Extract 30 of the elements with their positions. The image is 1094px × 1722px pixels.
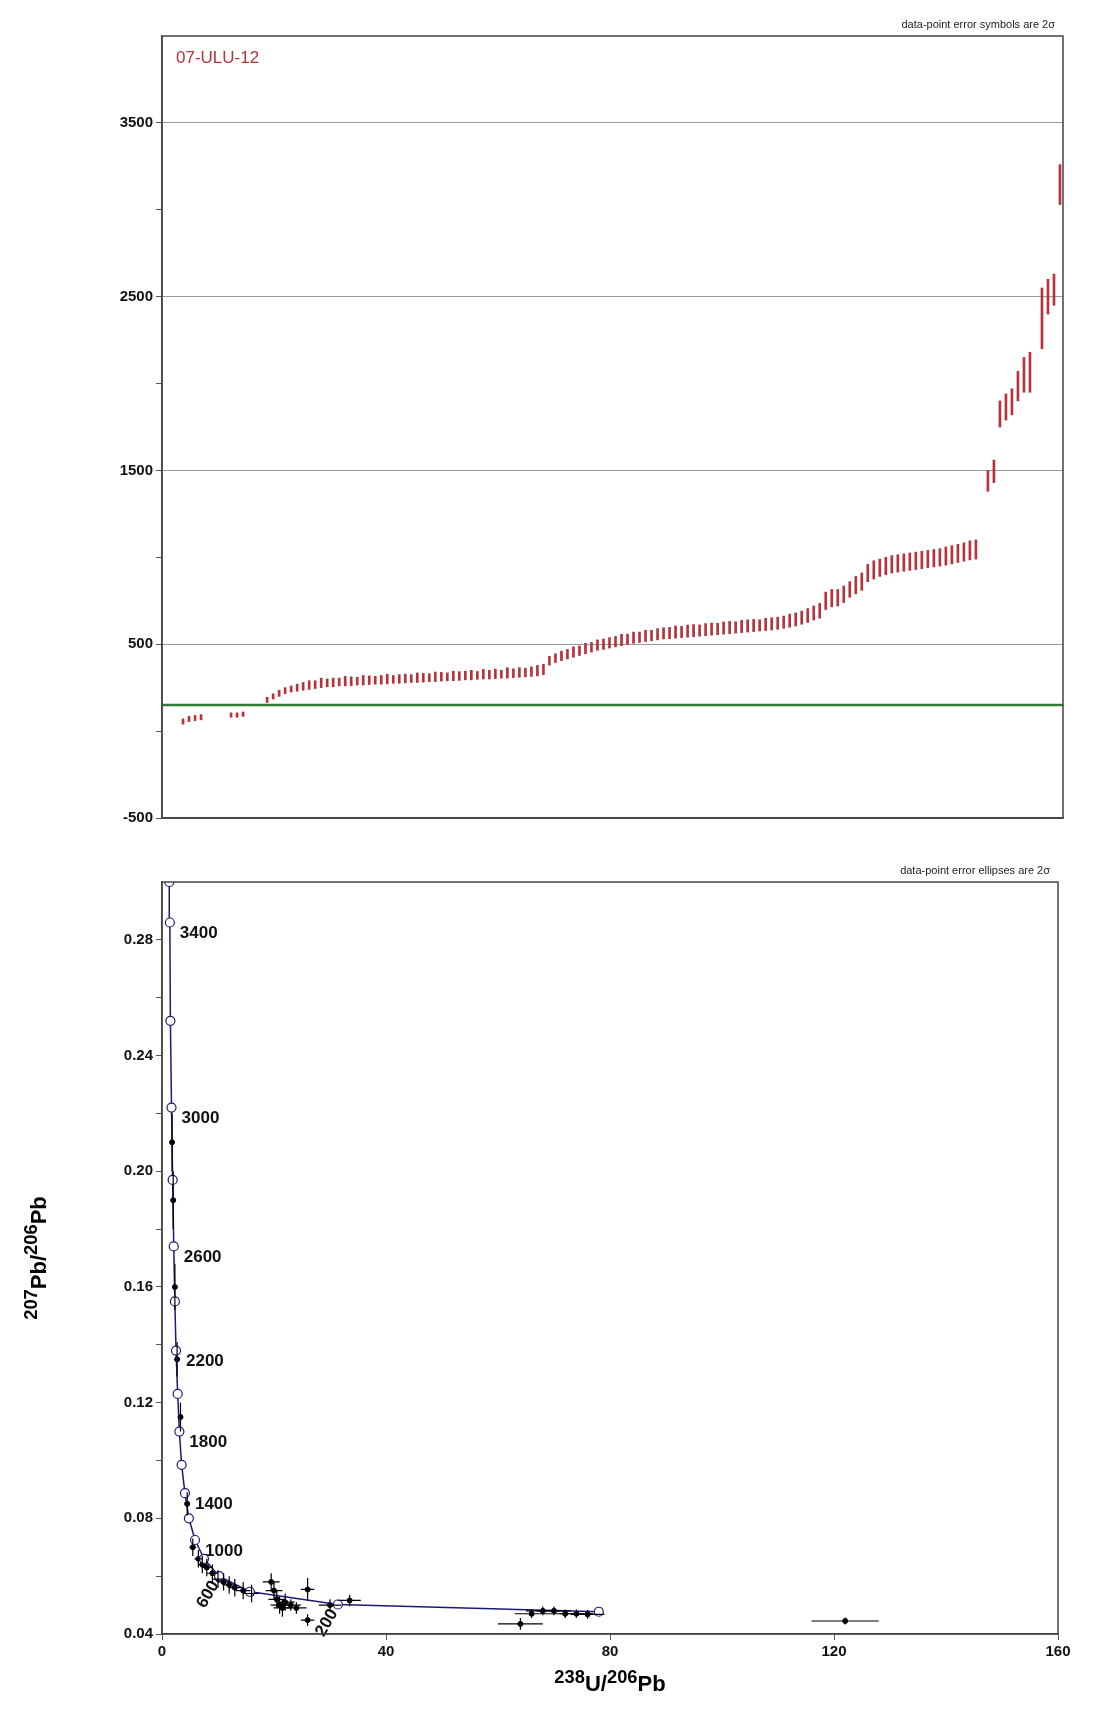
annotation: 2200: [186, 1351, 224, 1371]
y-tick-label: 0.16: [123, 1277, 153, 1295]
x-tick-label: 40: [377, 1642, 395, 1660]
annotation: 07-ULU-12: [176, 48, 260, 68]
annotation: 3400: [179, 923, 218, 943]
x-tick-label: 160: [1045, 1642, 1071, 1660]
text: data-point error ellipses are 2σ: [900, 863, 1051, 876]
y-tick-label: 500: [127, 634, 153, 652]
y-tick-label: 3500: [119, 113, 153, 131]
annotation: 200: [310, 1605, 342, 1640]
y-tick-label: -500: [122, 808, 153, 826]
y-tick-label: 0.08: [123, 1508, 153, 1526]
annotation: 1000: [205, 1540, 243, 1560]
text: data-point error symbols are 2σ: [901, 17, 1056, 30]
y-tick-label: 1500: [119, 460, 153, 478]
annotation: 1400: [194, 1493, 233, 1513]
y-tick-label: 0.20: [123, 1161, 153, 1179]
x-tick-label: 120: [821, 1642, 847, 1660]
y-tick-label: 2500: [119, 286, 153, 304]
annotation: 2600: [183, 1247, 222, 1267]
x-axis-title: $^{238}$U/$^{206}$Pb: [553, 1666, 667, 1698]
y-tick-label: 0.12: [123, 1392, 153, 1410]
annotation: 600: [192, 1577, 223, 1612]
annotation: 3000: [181, 1108, 220, 1128]
annotation: 1800: [189, 1432, 228, 1452]
x-tick-label: 80: [601, 1642, 619, 1660]
y-tick-label: 0.28: [123, 929, 153, 947]
x-tick-label: 0: [157, 1642, 167, 1660]
y-tick-label: 0.04: [123, 1624, 154, 1642]
y-tick-label: 0.24: [123, 1045, 154, 1063]
